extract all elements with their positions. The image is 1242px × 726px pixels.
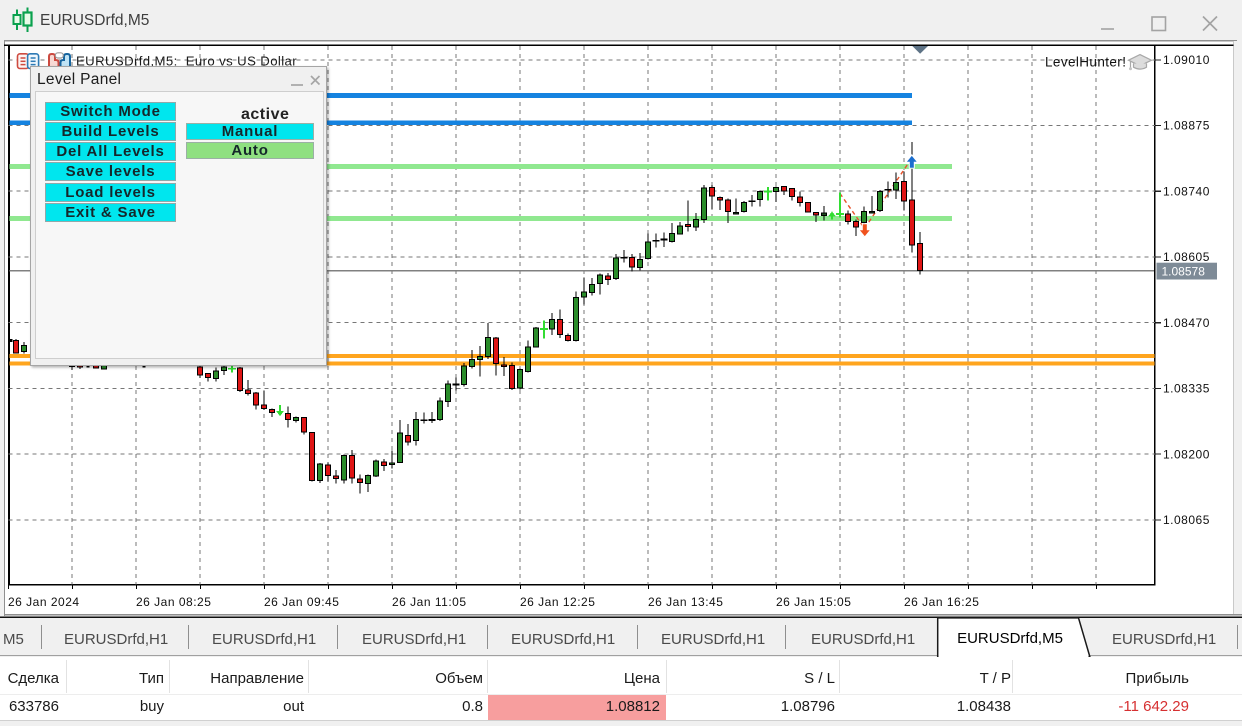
svg-text:1.08740: 1.08740 (1163, 184, 1210, 198)
svg-text:1.08335: 1.08335 (1163, 382, 1210, 396)
svg-text:EURUSDrfd,M5: EURUSDrfd,M5 (957, 630, 1063, 647)
svg-text:26 Jan 2024: 26 Jan 2024 (8, 595, 80, 609)
svg-text:26 Jan 13:45: 26 Jan 13:45 (648, 595, 723, 609)
svg-text:EURUSDrfd,M5: Euro vs US Doll: EURUSDrfd,M5: Euro vs US Dollar (76, 53, 297, 68)
svg-text:1.08200: 1.08200 (1163, 447, 1210, 461)
svg-text:26 Jan 08:25: 26 Jan 08:25 (136, 595, 211, 609)
svg-text:1.08578: 1.08578 (1162, 264, 1206, 278)
svg-text:1.09010: 1.09010 (1163, 53, 1210, 67)
svg-text:26 Jan 11:05: 26 Jan 11:05 (392, 595, 467, 609)
svg-text:1.08875: 1.08875 (1163, 119, 1210, 133)
svg-text:26 Jan 09:45: 26 Jan 09:45 (264, 595, 339, 609)
svg-text:26 Jan 15:05: 26 Jan 15:05 (776, 595, 851, 609)
svg-text:1.08065: 1.08065 (1163, 513, 1210, 527)
svg-text:LevelHunter!: LevelHunter! (1045, 55, 1126, 70)
svg-text:26 Jan 16:25: 26 Jan 16:25 (904, 595, 979, 609)
svg-text:1.08605: 1.08605 (1163, 250, 1210, 264)
svg-text:1.08470: 1.08470 (1163, 316, 1210, 330)
svg-text:26 Jan 12:25: 26 Jan 12:25 (520, 595, 595, 609)
